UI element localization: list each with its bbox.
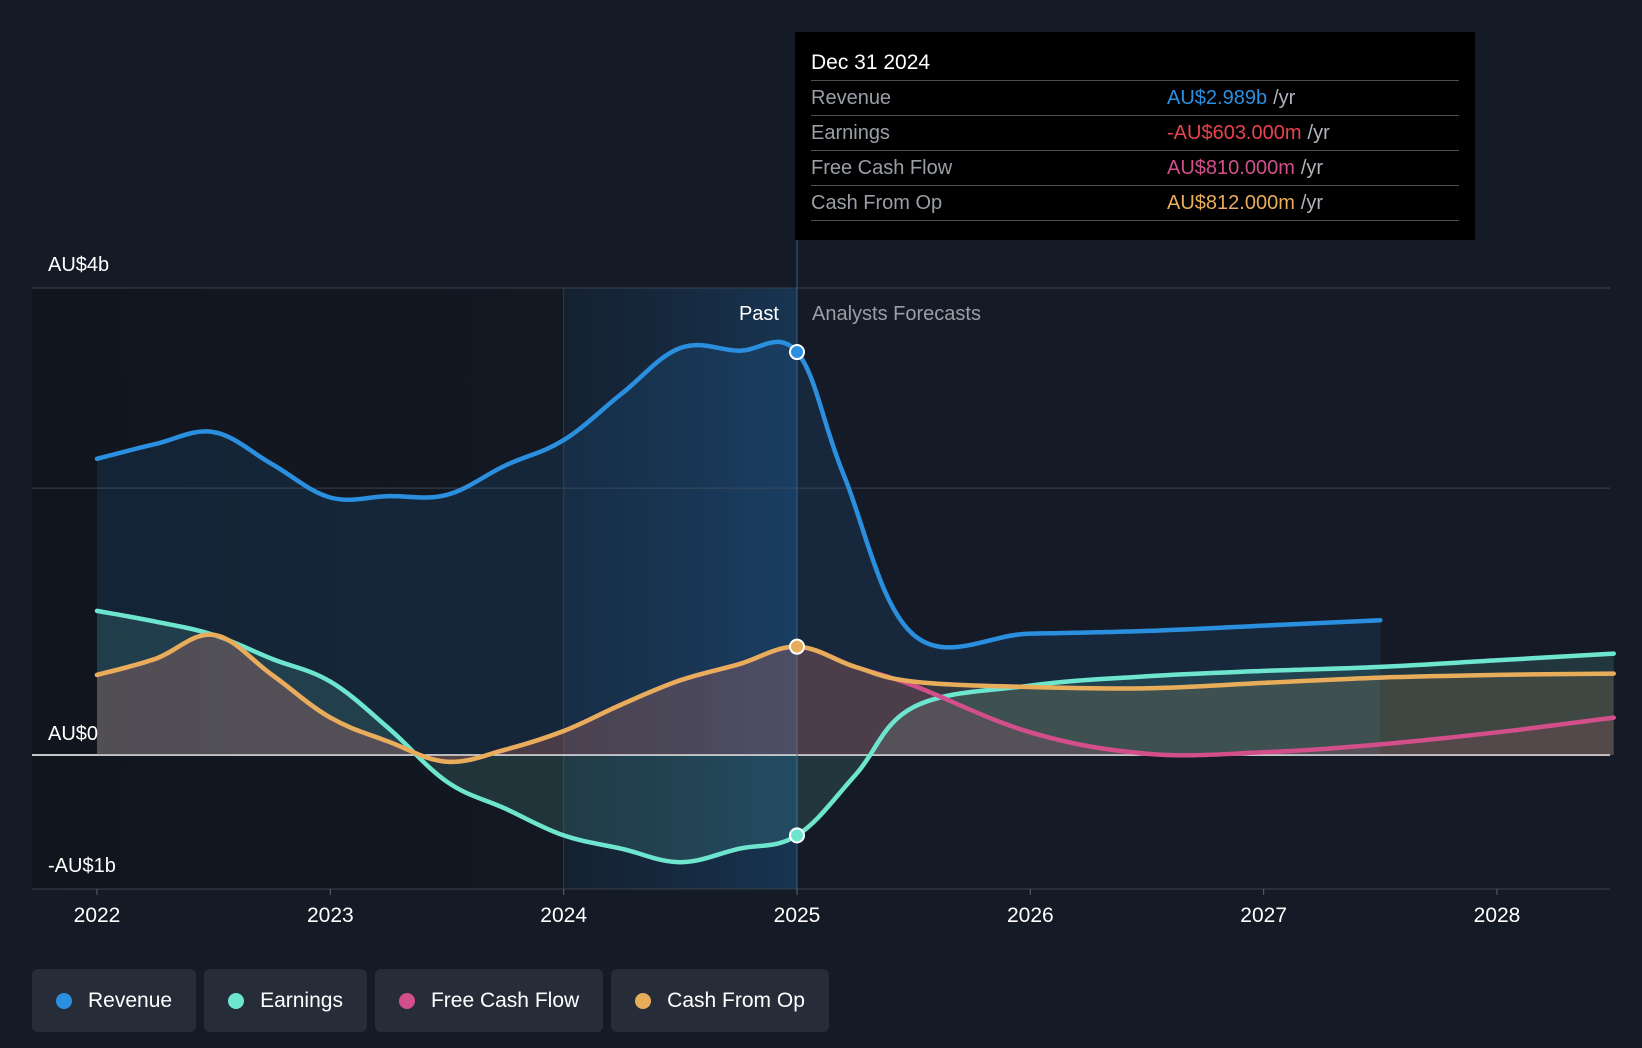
chart-background	[32, 288, 797, 889]
legend-label: Cash From Op	[667, 988, 805, 1012]
tooltip-value: AU$2.989b	[1167, 87, 1268, 109]
highlight-shade	[563, 288, 797, 889]
revenue-marker	[789, 344, 805, 361]
x-tick-label: 2028	[1474, 904, 1521, 927]
legend: Revenue Earnings Free Cash Flow Cash Fro…	[32, 969, 829, 1032]
tooltip-unit: /yr	[1273, 87, 1296, 109]
legend-item-revenue[interactable]: Revenue	[32, 969, 197, 1032]
cash-from-op-marker	[789, 638, 805, 655]
y-tick-label: AU$4b	[48, 254, 109, 276]
tooltip: Dec 31 2024 Revenue AU$2.989b /yr Earnin…	[795, 32, 1475, 240]
past-label: Past	[739, 303, 779, 325]
earnings-dot-icon	[228, 992, 245, 1009]
legend-label: Earnings	[260, 988, 343, 1012]
tooltip-label: Revenue	[811, 87, 892, 109]
tooltip-row-revenue: Revenue AU$2.989b /yr	[811, 80, 1459, 115]
x-tick-label: 2022	[74, 904, 121, 927]
tooltip-label: Free Cash Flow	[811, 157, 953, 179]
series-area	[97, 634, 1614, 762]
free-cash-flow-dot-icon	[398, 992, 415, 1009]
tooltip-row-cash-from-op: Cash From Op AU$812.000m /yr	[811, 185, 1459, 221]
y-tick-label: AU$0	[48, 723, 98, 745]
tooltip-unit: /yr	[1300, 192, 1324, 214]
axes: 2022 2023 2024 2025 2026 2027 2028 AU$4b AU$0 -AU…	[48, 254, 1520, 927]
y-tick-label: -AU$1b	[48, 855, 116, 877]
x-tick-label: 2026	[1007, 904, 1054, 927]
tooltip-unit: /yr	[1300, 157, 1324, 179]
tooltip-unit: /yr	[1307, 122, 1330, 144]
forecast-label: Analysts Forecasts	[812, 303, 981, 325]
tooltip-row-earnings: Earnings -AU$603.000m /yr	[811, 115, 1459, 150]
series-line	[94, 339, 1383, 650]
tooltip-value: -AU$603.000m	[1167, 122, 1302, 144]
tooltip-value: AU$812.000m	[1167, 192, 1295, 214]
x-tick-label: 2023	[307, 904, 354, 927]
earnings-marker	[789, 827, 805, 844]
tooltip-value: AU$810.000m	[1167, 157, 1295, 179]
legend-item-earnings[interactable]: Earnings	[204, 969, 367, 1032]
legend-item-free-cash-flow[interactable]: Free Cash Flow	[374, 969, 604, 1032]
series-line	[94, 632, 1616, 765]
tooltip-date: Dec 31 2024	[811, 51, 931, 74]
series-area	[97, 634, 1614, 762]
x-tick-label: 2025	[774, 904, 821, 927]
tooltip-label: Cash From Op	[811, 192, 943, 214]
x-tick-label: 2027	[1240, 904, 1287, 927]
series-markers	[789, 344, 805, 844]
revenue-dot-icon	[56, 992, 72, 1009]
legend-item-cash-from-op[interactable]: Cash From Op	[611, 969, 829, 1032]
tooltip-label: Earnings	[811, 122, 890, 144]
legend-label: Free Cash Flow	[430, 988, 580, 1012]
x-tick-label: 2024	[540, 904, 587, 927]
series-area	[97, 341, 1381, 755]
legend-label: Revenue	[88, 988, 173, 1012]
series-line	[94, 608, 1616, 865]
tooltip-row-free-cash-flow: Free Cash Flow AU$810.000m /yr	[811, 150, 1459, 185]
series-lines	[94, 339, 1616, 865]
cash-from-op-dot-icon	[635, 992, 652, 1009]
